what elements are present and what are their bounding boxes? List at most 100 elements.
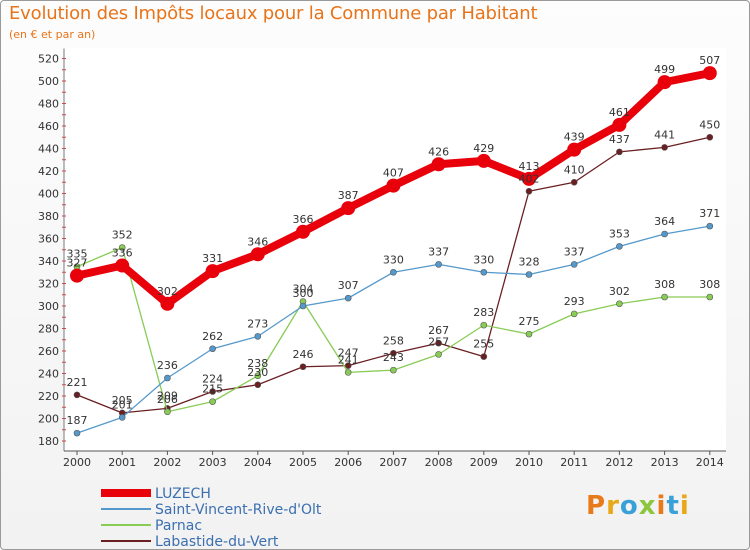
data-label-luzech: 426 <box>428 145 449 158</box>
y-tick-label: 280 <box>38 323 59 336</box>
data-point-labastide-du-vert <box>480 353 488 360</box>
logo-letter: o <box>619 491 639 521</box>
data-point-labastide-du-vert <box>299 363 307 371</box>
y-tick-label: 360 <box>38 233 59 246</box>
data-label-labastide-du-vert: 402 <box>519 172 540 185</box>
data-point-saint-vincent-rive-d-olt <box>661 230 668 238</box>
data-label-saint-vincent-rive-d-olt: 328 <box>519 256 540 269</box>
data-label-luzech: 429 <box>473 142 494 155</box>
data-label-parnac: 283 <box>473 306 494 319</box>
data-point-labastide-du-vert <box>525 187 533 195</box>
logo-letter: i <box>679 491 690 521</box>
y-tick-label: 380 <box>38 210 59 223</box>
data-point-saint-vincent-rive-d-olt <box>706 222 714 230</box>
data-label-parnac: 308 <box>654 278 675 291</box>
data-point-luzech <box>567 142 582 157</box>
data-label-luzech: 366 <box>293 213 314 226</box>
data-label-luzech: 407 <box>383 167 404 180</box>
data-point-saint-vincent-rive-d-olt <box>480 268 488 276</box>
chart-title: Evolution des Impôts locaux pour la Comm… <box>9 3 538 24</box>
logo-letter: i <box>656 491 667 521</box>
x-tick-label: 2013 <box>651 456 679 469</box>
data-label-luzech: 499 <box>654 63 675 76</box>
data-label-parnac: 335 <box>67 248 88 261</box>
data-point-luzech <box>476 153 491 168</box>
data-point-parnac <box>480 321 488 329</box>
data-point-luzech <box>657 75 672 90</box>
data-point-luzech <box>386 178 401 193</box>
legend-label: Saint-Vincent-Rive-d'Olt <box>155 502 322 518</box>
data-point-parnac <box>525 330 533 338</box>
data-point-parnac <box>570 310 578 318</box>
y-tick-label: 400 <box>38 188 59 201</box>
data-label-saint-vincent-rive-d-olt: 262 <box>202 330 223 343</box>
data-point-luzech <box>341 201 356 216</box>
x-tick-label: 2008 <box>425 456 453 469</box>
x-tick-label: 2002 <box>153 456 181 469</box>
data-point-saint-vincent-rive-d-olt <box>299 302 307 310</box>
plot-area <box>64 48 726 451</box>
data-label-luzech: 439 <box>564 131 585 144</box>
x-tick-label: 2012 <box>605 456 633 469</box>
data-point-luzech <box>250 247 265 262</box>
data-point-labastide-du-vert <box>570 178 578 186</box>
data-point-labastide-du-vert <box>616 148 623 156</box>
data-point-parnac <box>435 351 442 358</box>
y-tick-label: 340 <box>38 255 59 268</box>
x-tick-label: 2009 <box>470 456 498 469</box>
data-point-luzech <box>70 268 84 283</box>
data-label-parnac: 304 <box>293 283 314 296</box>
data-point-saint-vincent-rive-d-olt <box>570 261 578 268</box>
y-tick-label: 180 <box>38 435 59 448</box>
proxiti-logo: Proxiti <box>586 491 690 521</box>
data-label-labastide-du-vert: 437 <box>609 133 630 146</box>
data-label-labastide-du-vert: 224 <box>202 373 223 386</box>
logo-letter: P <box>586 491 607 521</box>
data-point-saint-vincent-rive-d-olt <box>616 243 623 250</box>
data-point-saint-vincent-rive-d-olt <box>118 414 126 421</box>
data-label-saint-vincent-rive-d-olt: 330 <box>473 253 494 266</box>
x-tick-label: 2004 <box>244 456 272 469</box>
x-tick-label: 2000 <box>63 456 91 469</box>
data-point-saint-vincent-rive-d-olt <box>435 261 442 268</box>
x-tick-label: 2005 <box>289 456 317 469</box>
y-tick-label: 220 <box>38 390 59 403</box>
data-label-parnac: 257 <box>428 335 449 348</box>
data-point-saint-vincent-rive-d-olt <box>164 374 171 382</box>
data-label-saint-vincent-rive-d-olt: 337 <box>564 245 585 258</box>
data-point-saint-vincent-rive-d-olt <box>254 333 262 340</box>
data-label-luzech: 331 <box>202 252 223 265</box>
data-point-luzech <box>702 66 717 81</box>
data-label-luzech: 507 <box>699 54 720 67</box>
legend-label: Labastide-du-Vert <box>155 534 279 549</box>
data-point-labastide-du-vert <box>254 381 262 389</box>
data-point-luzech <box>115 258 130 273</box>
data-point-labastide-du-vert <box>435 339 442 347</box>
data-point-luzech <box>296 224 310 239</box>
data-label-saint-vincent-rive-d-olt: 187 <box>67 414 88 427</box>
data-label-luzech: 346 <box>247 235 268 248</box>
data-label-parnac: 238 <box>247 357 268 370</box>
data-label-labastide-du-vert: 246 <box>293 348 314 361</box>
data-point-labastide-du-vert <box>209 388 216 395</box>
data-label-parnac: 352 <box>112 229 133 242</box>
data-label-luzech: 302 <box>157 285 178 298</box>
data-label-labastide-du-vert: 205 <box>112 394 133 407</box>
data-point-luzech <box>612 117 627 132</box>
data-point-saint-vincent-rive-d-olt <box>390 268 397 276</box>
data-point-luzech <box>160 296 175 311</box>
data-label-parnac: 241 <box>338 353 359 366</box>
logo-letter: x <box>638 491 657 521</box>
data-point-saint-vincent-rive-d-olt <box>73 429 81 437</box>
data-point-parnac <box>706 293 714 301</box>
logo-letter: t <box>666 491 680 521</box>
legend-label: LUZECH <box>155 486 211 502</box>
y-tick-label: 520 <box>38 53 59 66</box>
data-point-labastide-du-vert <box>73 391 81 399</box>
data-label-labastide-du-vert: 410 <box>564 163 585 176</box>
data-point-saint-vincent-rive-d-olt <box>525 271 533 278</box>
data-label-saint-vincent-rive-d-olt: 300 <box>293 287 314 300</box>
data-point-saint-vincent-rive-d-olt <box>209 345 216 353</box>
data-label-labastide-du-vert: 247 <box>338 347 359 360</box>
